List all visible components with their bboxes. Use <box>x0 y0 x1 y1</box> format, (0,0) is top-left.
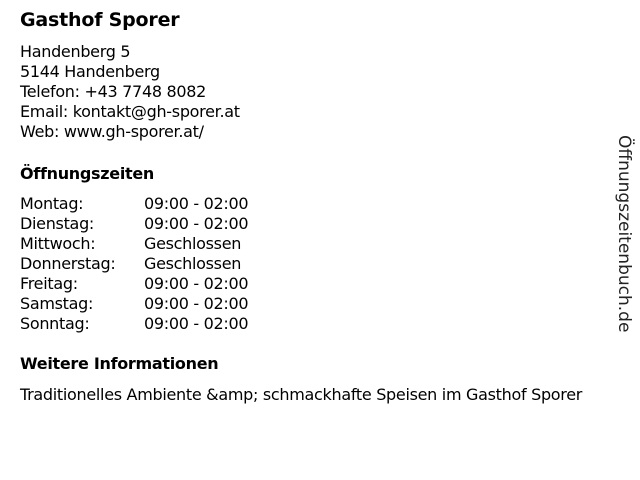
time: Geschlossen <box>144 254 242 273</box>
street: Handenberg 5 <box>20 42 131 61</box>
hours-row: Donnerstag: Geschlossen <box>20 254 248 274</box>
info-text: Traditionelles Ambiente &amp; schmackhaf… <box>20 385 583 404</box>
city: 5144 Handenberg <box>20 62 160 81</box>
business-name: Gasthof Sporer <box>20 9 180 31</box>
address-block: Handenberg 5 5144 Handenberg Telefon: +4… <box>20 42 240 142</box>
hours-row: Samstag: 09:00 - 02:00 <box>20 294 249 314</box>
web: Web: www.gh-sporer.at/ <box>20 122 204 141</box>
time: 09:00 - 02:00 <box>144 214 249 233</box>
day: Samstag: <box>20 294 94 313</box>
phone: Telefon: +43 7748 8082 <box>20 82 207 101</box>
time: Geschlossen <box>144 234 242 253</box>
day: Donnerstag: <box>20 254 116 273</box>
time: 09:00 - 02:00 <box>144 294 249 313</box>
day: Sonntag: <box>20 314 90 333</box>
time: 09:00 - 02:00 <box>144 194 249 213</box>
time: 09:00 - 02:00 <box>144 274 249 293</box>
hours-row: Sonntag: 09:00 - 02:00 <box>20 314 249 334</box>
hours-row: Dienstag: 09:00 - 02:00 <box>20 214 249 234</box>
hours-table: Montag: 09:00 - 02:00 Dienstag: 09:00 - 02… <box>20 194 249 334</box>
hours-heading: Öffnungszeiten <box>20 164 155 183</box>
hours-row: Mittwoch: Geschlossen <box>20 234 248 254</box>
hours-row: Montag: 09:00 - 02:00 <box>20 194 249 214</box>
email: Email: kontakt@gh-sporer.at <box>20 102 240 121</box>
day: Freitag: <box>20 274 78 293</box>
watermark: Öffnungszeitenbuch.de <box>614 135 634 333</box>
day: Mittwoch: <box>20 234 96 253</box>
time: 09:00 - 02:00 <box>144 314 249 333</box>
day: Montag: <box>20 194 84 213</box>
info-heading: Weitere Informationen <box>20 354 219 373</box>
day: Dienstag: <box>20 214 95 233</box>
hours-row: Freitag: 09:00 - 02:00 <box>20 274 249 294</box>
